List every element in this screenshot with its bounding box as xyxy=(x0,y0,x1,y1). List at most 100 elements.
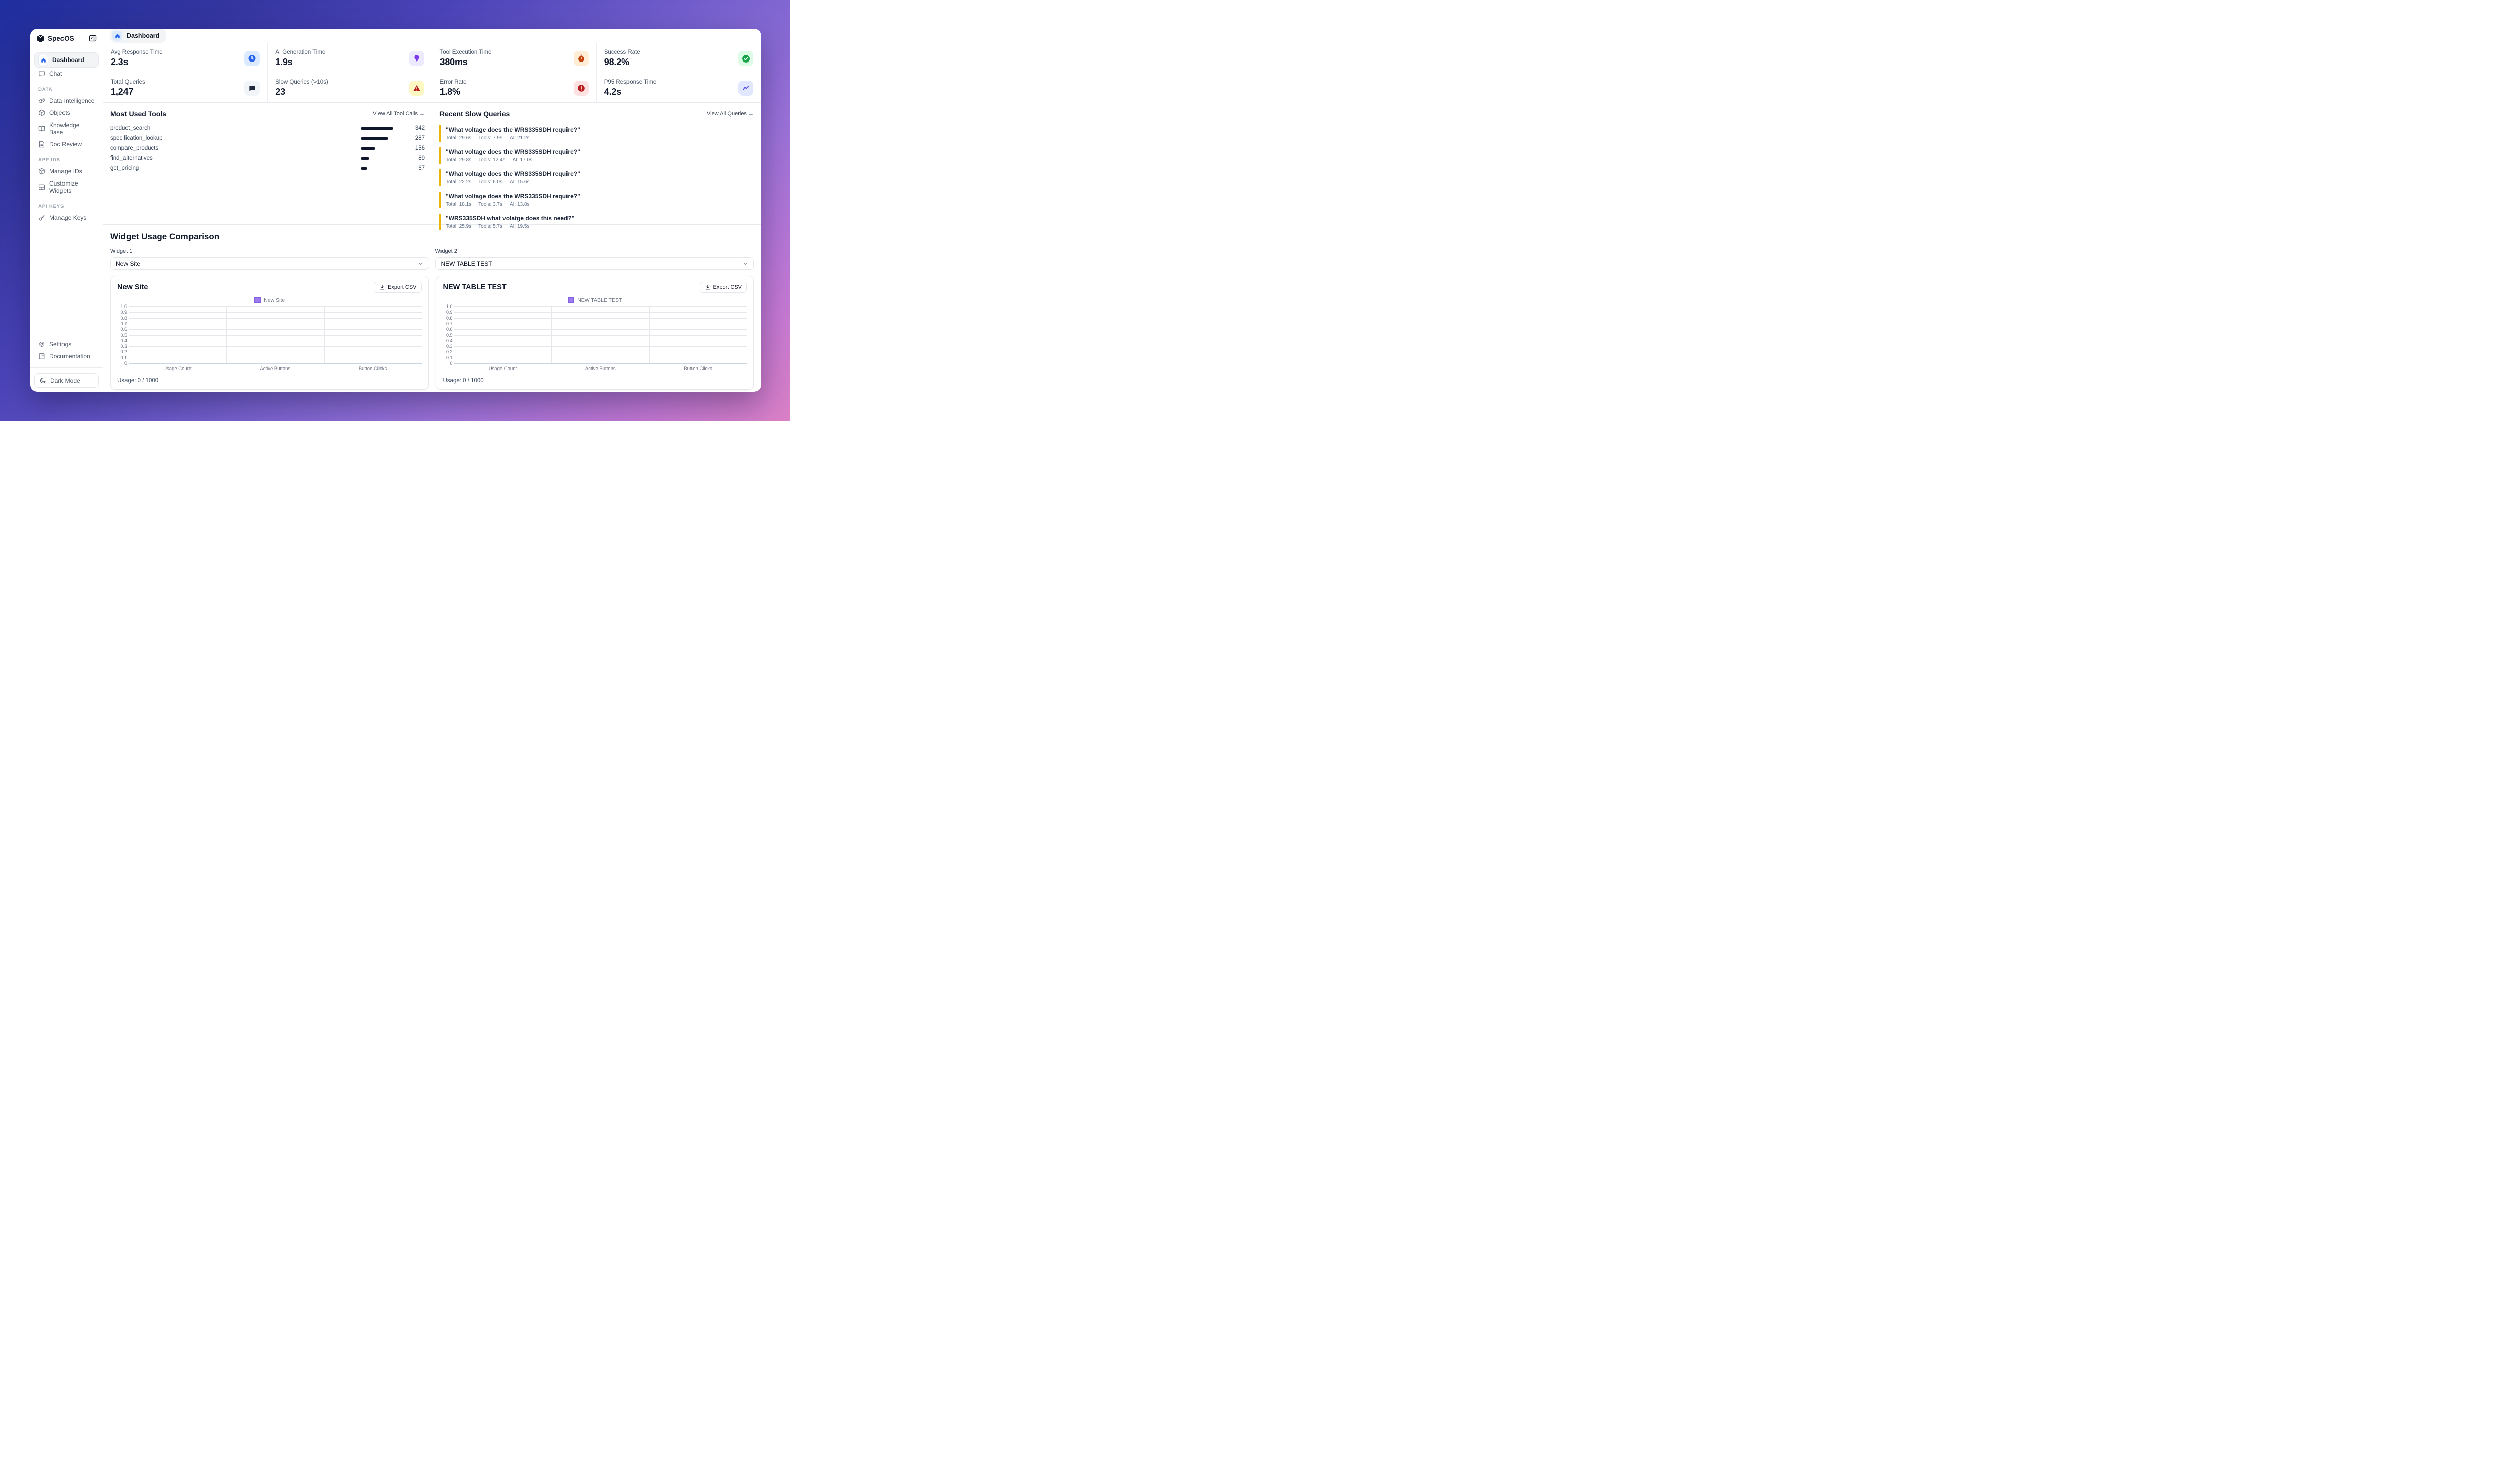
y-axis-tick-label: 0.4 xyxy=(446,338,453,343)
y-axis-tick-label: 0.3 xyxy=(446,344,453,349)
y-axis-tick-label: 0.8 xyxy=(120,315,127,321)
tool-row: compare_products 156 xyxy=(110,145,425,151)
y-axis-tick-label: 0.8 xyxy=(446,315,453,321)
metric-ai-generation-time: AI Generation Time 1.9s xyxy=(268,43,432,74)
slow-query-item[interactable]: "What voltage does the WRS335SDH require… xyxy=(439,192,754,208)
x-axis-category-label: Usage Count xyxy=(488,366,517,372)
metric-tool-execution-time: Tool Execution Time 380ms xyxy=(432,43,597,74)
query-meta: Total: 18.1s Tools: 3.7s AI: 13.8s xyxy=(446,202,530,207)
export-csv-button[interactable]: Export CSV xyxy=(374,282,422,293)
y-axis-tick-label: 0.1 xyxy=(446,355,453,360)
view-all-tool-calls-link[interactable]: View All Tool Calls → xyxy=(373,111,425,117)
y-axis: 1.0 0.9 0.8 0.7 0.6 0.5 0.4 0.3 0.2 0.1 0 xyxy=(117,304,129,366)
legend-swatch xyxy=(254,297,261,303)
chat-bubble-icon xyxy=(244,81,260,96)
gridline xyxy=(129,312,422,313)
x-axis-category-label: Button Clicks xyxy=(684,366,712,372)
x-axis: Usage Count Active Buttons Button Clicks xyxy=(129,366,422,372)
chart-title: New Site xyxy=(117,283,148,291)
sidebar: SpecOS Dashboard Chat DATA xyxy=(30,29,103,392)
sidebar-item-knowledge-base[interactable]: Knowledge Base xyxy=(34,119,99,138)
box-icon xyxy=(39,109,45,116)
gear-icon xyxy=(39,342,44,347)
y-axis: 1.0 0.9 0.8 0.7 0.6 0.5 0.4 0.3 0.2 0.1 0 xyxy=(443,304,454,366)
dark-mode-label: Dark Mode xyxy=(50,377,80,384)
legend-label: New Site xyxy=(264,297,285,303)
tools-and-queries: Most Used Tools View All Tool Calls → pr… xyxy=(103,103,761,230)
chart-cards: New Site Export CSV New Site 1.0 0.9 0.8 0.… xyxy=(110,276,754,390)
chart-legend: New Site xyxy=(117,297,422,303)
metric-label: AI Generation Time xyxy=(275,49,326,55)
sidebar-item-label: Chat xyxy=(49,70,62,77)
usage-counter: Usage: 0 / 1000 xyxy=(443,378,484,384)
widget-select-label: Widget 1 xyxy=(110,248,133,254)
tool-count: 342 xyxy=(415,125,425,131)
sidebar-item-manage-keys[interactable]: Manage Keys xyxy=(34,212,99,224)
tool-usage-bar xyxy=(361,147,375,150)
sidebar-item-label: Objects xyxy=(49,109,70,116)
chart-title: NEW TABLE TEST xyxy=(443,283,507,291)
gridline xyxy=(454,363,747,364)
lightbulb-icon xyxy=(409,51,424,66)
query-meta: Total: 25.9s Tools: 5.7s AI: 19.5s xyxy=(446,224,530,229)
metric-label: Success Rate xyxy=(604,49,640,55)
sidebar-item-label: Data Intelligence xyxy=(49,97,95,104)
sidebar-item-label: Doc Review xyxy=(49,141,82,148)
query-meta: Total: 29.8s Tools: 12.4s AI: 17.0s xyxy=(446,157,533,163)
check-circle-icon xyxy=(738,51,753,66)
metric-value: 98.2% xyxy=(604,57,629,67)
widget-2-select[interactable]: NEW TABLE TEST xyxy=(435,257,754,270)
bookmark-book-icon xyxy=(39,353,45,359)
chevron-down-icon xyxy=(743,262,747,265)
dark-mode-toggle[interactable]: Dark Mode xyxy=(34,373,99,388)
sidebar-item-customize-widgets[interactable]: Customize Widgets xyxy=(34,177,99,197)
y-axis-tick-label: 0.7 xyxy=(446,321,453,326)
sidebar-item-dashboard[interactable]: Dashboard xyxy=(34,52,99,68)
x-axis-category-label: Button Clicks xyxy=(358,366,387,372)
metric-value: 4.2s xyxy=(604,87,622,97)
widget-1-select[interactable]: New Site xyxy=(110,257,429,270)
widget-select-label: Widget 2 xyxy=(435,248,457,254)
metric-value: 1.8% xyxy=(439,87,460,97)
widget-usage-comparison-section: Widget Usage Comparison Widget 1 New Sit… xyxy=(103,225,761,392)
gridline-vertical xyxy=(226,306,227,363)
desktop-background: SpecOS Dashboard Chat DATA xyxy=(0,0,790,421)
gridline-vertical xyxy=(551,306,552,363)
warning-triangle-icon xyxy=(409,81,424,96)
most-used-tools-panel: Most Used Tools View All Tool Calls → pr… xyxy=(103,103,432,224)
metric-slow-queries: Slow Queries (>10s) 23 xyxy=(268,74,432,102)
slow-query-item[interactable]: "What voltage does the WRS335SDH require… xyxy=(439,169,754,186)
sidebar-item-label: Manage Keys xyxy=(49,214,87,221)
sidebar-item-doc-review[interactable]: Doc Review xyxy=(34,138,99,150)
slow-query-item[interactable]: "WRS335SDH what volatge does this need?"… xyxy=(439,214,754,230)
y-axis-tick-label: 0.5 xyxy=(120,332,127,338)
sidebar-item-objects[interactable]: Objects xyxy=(34,107,99,119)
y-axis-tick-label: 0.3 xyxy=(120,344,127,349)
export-csv-button[interactable]: Export CSV xyxy=(699,282,747,293)
view-all-queries-link[interactable]: View All Queries → xyxy=(707,111,754,117)
breadcrumb[interactable]: Dashboard xyxy=(110,29,167,43)
app-name: SpecOS xyxy=(48,34,74,42)
slow-query-item[interactable]: "What voltage does the WRS335SDH require… xyxy=(439,147,754,164)
y-axis-tick-label: 1.0 xyxy=(120,304,127,309)
gridline xyxy=(129,329,422,330)
sidebar-item-chat[interactable]: Chat xyxy=(34,68,99,80)
query-text: "What voltage does the WRS335SDH require… xyxy=(446,193,580,200)
metric-value: 1,247 xyxy=(111,87,134,97)
chat-icon xyxy=(39,71,45,77)
tool-usage-bar xyxy=(361,167,367,170)
slow-query-item[interactable]: "What voltage does the WRS335SDH require… xyxy=(439,125,754,142)
metric-p95-response-time: P95 Response Time 4.2s xyxy=(597,74,761,102)
home-icon xyxy=(112,31,122,41)
recent-slow-queries-panel: Recent Slow Queries View All Queries → "… xyxy=(432,103,761,230)
sidebar-collapse-icon[interactable] xyxy=(89,34,97,42)
moon-icon xyxy=(40,378,46,384)
y-axis-tick-label: 0.6 xyxy=(120,327,127,332)
sidebar-item-data-intelligence[interactable]: Data Intelligence xyxy=(34,95,99,107)
sidebar-item-documentation[interactable]: Documentation xyxy=(34,350,99,362)
sidebar-item-manage-ids[interactable]: Manage IDs xyxy=(34,165,99,177)
sidebar-item-label: Documentation xyxy=(49,353,90,360)
sidebar-item-settings[interactable]: Settings xyxy=(34,338,99,350)
book-open-icon xyxy=(38,126,45,132)
gridline xyxy=(454,306,747,307)
